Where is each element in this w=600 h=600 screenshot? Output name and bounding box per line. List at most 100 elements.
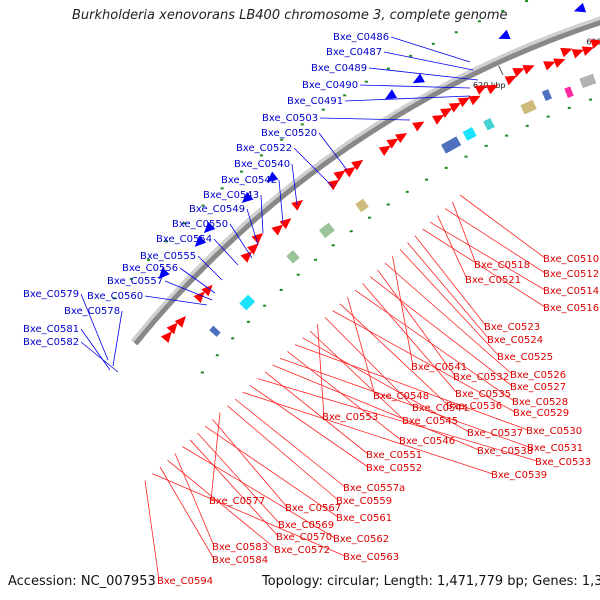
track-dot <box>182 222 186 225</box>
leader-line <box>414 235 487 327</box>
forward-gene <box>351 159 364 171</box>
leader-line <box>80 341 119 373</box>
category-box <box>579 73 597 89</box>
leader-line <box>179 267 216 294</box>
forward-gene <box>193 291 205 303</box>
leader-line <box>347 296 376 396</box>
leader-line <box>234 398 346 488</box>
track-dot <box>201 204 205 207</box>
gene-label-forward: Bxe_C0541 <box>411 362 467 373</box>
leader-line <box>332 310 516 413</box>
leader-line <box>368 67 479 81</box>
reverse-gene <box>384 89 398 100</box>
leader-line <box>291 163 298 206</box>
forward-gene <box>412 121 425 132</box>
leader-line <box>167 459 277 550</box>
leader-line <box>164 280 213 301</box>
track-dot <box>425 178 429 181</box>
gene-label-reverse: Bxe_C0557 <box>107 276 163 287</box>
leader-line <box>80 293 109 361</box>
forward-gene <box>378 145 391 156</box>
gene-label-reverse: Bxe_C0540 <box>234 159 290 170</box>
leader-line <box>260 194 264 234</box>
track-dot <box>129 277 133 280</box>
leader-line <box>272 364 480 451</box>
leader-line <box>354 289 515 402</box>
track-dot <box>215 354 219 357</box>
leader-line <box>437 215 468 280</box>
track-dot <box>259 154 263 157</box>
gene-label-forward: Bxe_C0577 <box>209 496 265 507</box>
tick-mark <box>498 65 504 76</box>
forward-gene <box>543 61 556 71</box>
forward-gene <box>291 199 303 211</box>
leader-line <box>246 208 259 246</box>
reverse-gene <box>203 221 216 234</box>
gene-label-reverse: Bxe_C0542 <box>221 175 277 186</box>
gene-label-forward: Bxe_C0539 <box>491 470 547 481</box>
track-dot <box>386 67 390 70</box>
gene-label-reverse: Bxe_C0550 <box>172 219 228 230</box>
gene-label-reverse: Bxe_C0549 <box>189 204 245 215</box>
track-dot <box>409 54 413 57</box>
gene-label-reverse: Bxe_C0578 <box>64 306 120 317</box>
track-dot <box>364 80 368 83</box>
forward-gene <box>240 251 253 263</box>
forward-gene <box>485 84 499 95</box>
track-dot <box>368 216 372 219</box>
gene-label-forward: Bxe_C0567 <box>285 503 341 514</box>
gene-label-forward: Bxe_C0525 <box>497 352 553 363</box>
forward-gene <box>512 68 525 78</box>
forward-gene <box>333 170 346 181</box>
gene-label-forward: Bxe_C0526 <box>510 370 566 381</box>
track-dot <box>477 20 481 23</box>
leader-line <box>407 242 490 340</box>
track-dot <box>220 187 224 190</box>
track-dot <box>349 230 353 233</box>
gene-label-forward: Bxe_C0533 <box>535 457 591 468</box>
gene-label-forward: Bxe_C0538 <box>477 446 533 457</box>
track-dot <box>567 106 571 109</box>
forward-gene <box>571 49 584 59</box>
track-dot <box>546 115 550 118</box>
track-dot <box>484 144 488 147</box>
track-dot <box>525 0 529 3</box>
track-dot <box>313 258 317 261</box>
forward-gene <box>468 95 481 106</box>
forward-gene <box>522 65 535 75</box>
category-box <box>441 136 462 154</box>
gene-label-forward: Bxe_C0563 <box>343 552 399 563</box>
track-dot <box>525 124 529 127</box>
leader-line <box>210 412 221 501</box>
track-dot <box>431 42 435 45</box>
leader-line <box>359 84 471 89</box>
gene-label-reverse: Bxe_C0491 <box>287 96 343 107</box>
reverse-gene <box>266 171 279 183</box>
leader-line <box>112 310 123 367</box>
leader-line <box>174 453 215 547</box>
forward-gene <box>174 316 186 328</box>
track-dot <box>505 134 509 137</box>
leader-line <box>204 425 339 518</box>
leader-line <box>294 344 529 431</box>
track-dot <box>300 123 304 126</box>
category-box <box>483 117 495 131</box>
gene-label-forward: Bxe_C0532 <box>453 372 509 383</box>
gene-label-reverse: Bxe_C0581 <box>23 324 79 335</box>
forward-gene <box>251 232 264 245</box>
gene-label-forward: Bxe_C0527 <box>510 382 566 393</box>
forward-gene <box>327 179 340 191</box>
category-box <box>286 250 300 264</box>
category-box <box>318 222 335 239</box>
forward-gene <box>448 102 462 113</box>
track-dot <box>231 337 235 340</box>
gene-label-forward: Bxe_C0524 <box>487 335 543 346</box>
label-leaders <box>80 36 546 581</box>
category-box <box>239 294 256 311</box>
gene-label-reverse: Bxe_C0489 <box>311 63 367 74</box>
leader-line <box>287 351 402 441</box>
gene-label-forward: Bxe_C0535 <box>455 389 511 400</box>
gene-label-forward: Bxe_C0544 <box>412 403 468 414</box>
gene-label-forward: Bxe_C0510 <box>543 254 599 265</box>
